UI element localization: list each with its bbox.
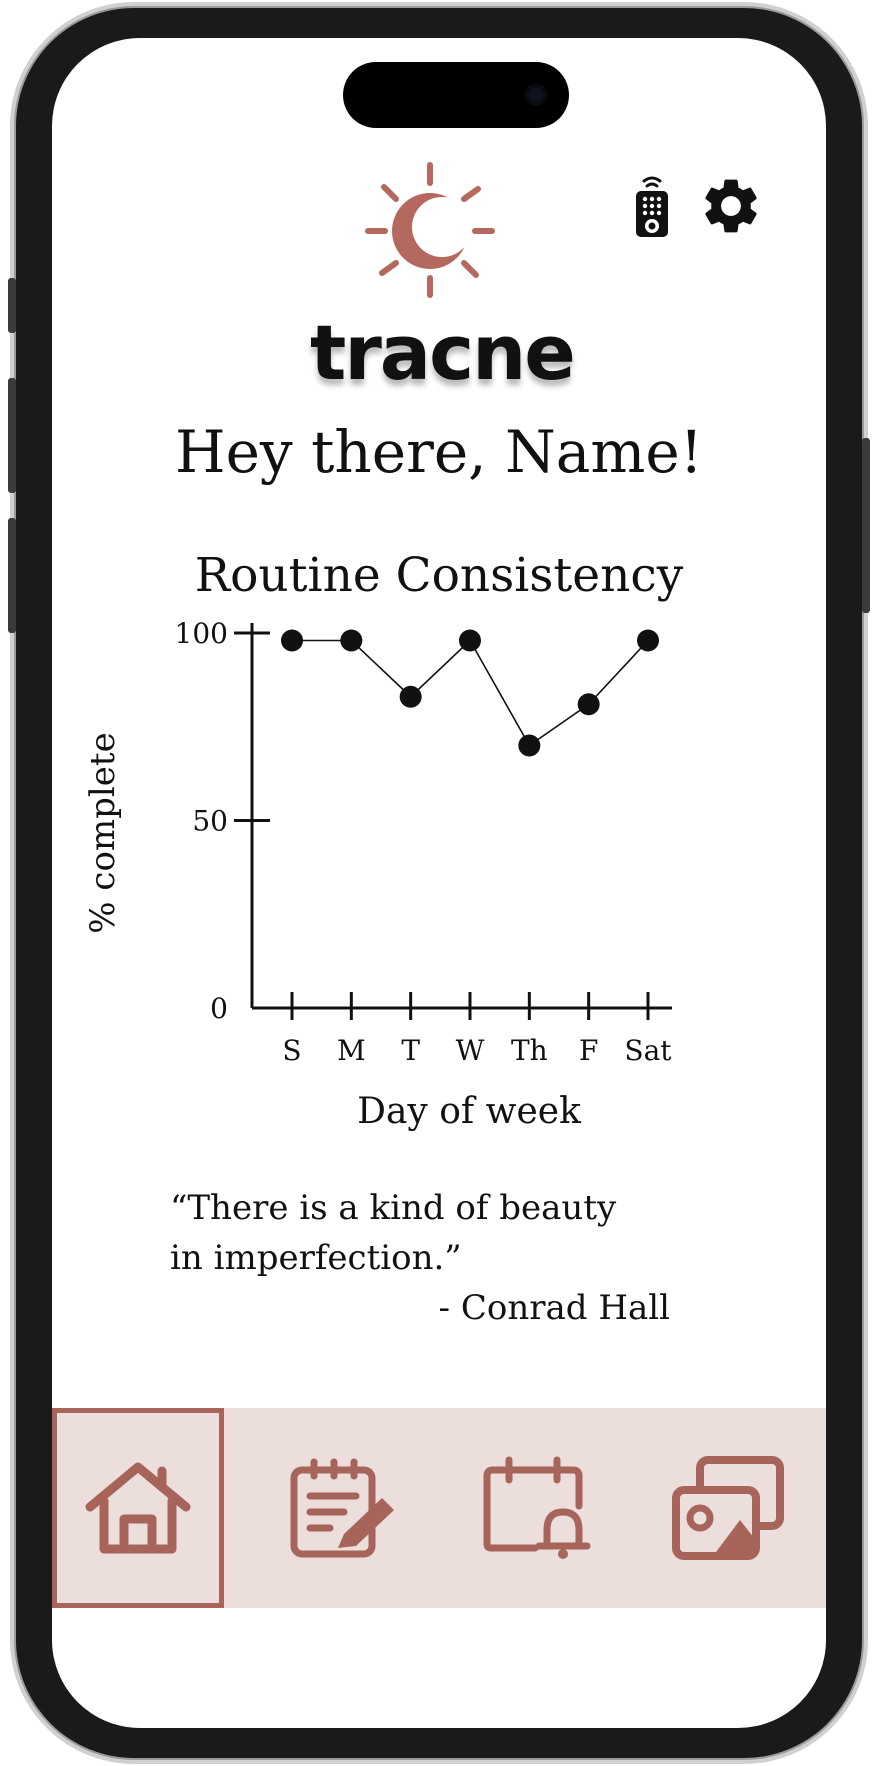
x-tick-label: T (401, 1034, 420, 1067)
power-button (862, 438, 870, 613)
camera-icon (525, 84, 547, 106)
x-tick-label: W (456, 1034, 485, 1067)
nav-calendar[interactable] (438, 1408, 631, 1608)
y-tick-label: 0 (210, 992, 228, 1025)
nav-home[interactable] (52, 1408, 224, 1608)
remote-icon[interactable] (632, 173, 672, 239)
data-point (459, 629, 481, 652)
data-point (577, 693, 600, 716)
dynamic-island (343, 62, 569, 128)
x-tick-label: S (282, 1034, 301, 1067)
header-actions (632, 173, 764, 239)
data-point (399, 685, 422, 708)
data-point (518, 734, 541, 757)
gallery-icon (671, 1456, 784, 1560)
phone-frame: tracne Hey there, Name! Routine Cons (8, 8, 870, 1758)
greeting-heading: Hey there, Name! (175, 418, 703, 486)
data-point (637, 629, 659, 652)
y-tick-label: 50 (192, 805, 228, 838)
x-tick-label: Sat (624, 1034, 672, 1067)
sun-moon-icon (365, 162, 495, 298)
quote-text-line1: “There is a kind of beauty (170, 1188, 617, 1228)
home-icon (85, 1462, 191, 1554)
quote-text-line2: in imperfection.” (170, 1238, 462, 1278)
mute-switch (8, 278, 16, 333)
app-screen: tracne Hey there, Name! Routine Cons (52, 38, 826, 1728)
quote-author: - Conrad Hall (438, 1288, 670, 1328)
gear-icon[interactable] (698, 173, 764, 239)
y-tick-label: 100 (175, 618, 228, 650)
series-line (292, 639, 649, 747)
bottom-navigation (52, 1408, 826, 1608)
app-logo: tracne (310, 143, 576, 403)
consistency-chart: 0 50 100 S M T W Th F Sat % complete Day of week (83, 618, 672, 1132)
volume-up-button (8, 378, 16, 493)
calendar-alarm-icon (483, 1456, 590, 1559)
data-point (340, 629, 363, 652)
y-axis-label: % complete (83, 732, 123, 933)
x-tick-label: M (337, 1034, 366, 1067)
x-tick-label: Th (511, 1034, 548, 1067)
x-axis-label: Day of week (357, 1091, 582, 1132)
app-name: tracne (310, 308, 576, 397)
nav-gallery[interactable] (631, 1408, 824, 1608)
journal-icon (290, 1458, 394, 1558)
nav-journal[interactable] (245, 1408, 438, 1608)
chart-title: Routine Consistency (194, 548, 684, 603)
data-point (281, 629, 303, 652)
volume-down-button (8, 518, 16, 633)
quote-block: “There is a kind of beauty in imperfecti… (170, 1183, 670, 1333)
x-tick-label: F (579, 1034, 598, 1067)
